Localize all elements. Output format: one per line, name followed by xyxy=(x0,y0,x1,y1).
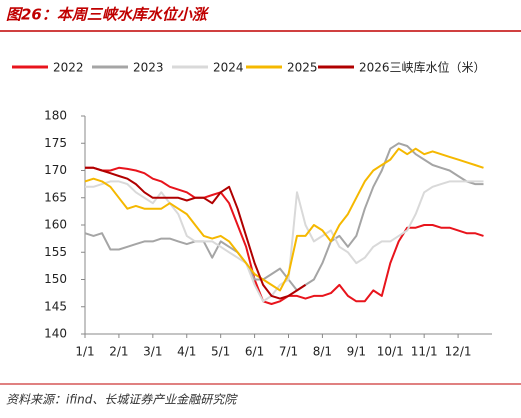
x-tick-label: 8/1 xyxy=(313,345,332,359)
series-line xyxy=(84,142,484,292)
y-tick-label: 180 xyxy=(44,109,67,123)
legend-label: 2022 xyxy=(53,61,84,75)
y-tick-label: 165 xyxy=(44,190,67,204)
legend-label: 2025 xyxy=(287,61,318,75)
x-tick-label: 5/1 xyxy=(211,345,230,359)
y-tick-label: 175 xyxy=(44,136,67,150)
y-tick-label: 155 xyxy=(44,245,67,259)
legend-label: 2026三峡库水位（米） xyxy=(359,60,486,75)
x-tick-label: 1/1 xyxy=(75,345,94,359)
x-tick-label: 3/1 xyxy=(143,345,162,359)
series-line xyxy=(85,166,307,300)
legend-label: 2023 xyxy=(133,61,164,75)
legend-label: 2024 xyxy=(213,61,244,75)
x-tick-label: 4/1 xyxy=(177,345,196,359)
y-tick-label: 145 xyxy=(44,299,67,313)
x-tick-label: 9/1 xyxy=(347,345,366,359)
series-line xyxy=(84,147,484,292)
x-tick-label: 6/1 xyxy=(245,345,264,359)
x-tick-label: 2/1 xyxy=(109,345,128,359)
y-tick-label: 150 xyxy=(44,272,67,286)
series-line xyxy=(85,166,484,305)
source: 资料来源：ifind、长城证券产业金融研究院 xyxy=(6,393,238,407)
x-tick-label: 10/1 xyxy=(377,345,404,359)
y-tick-label: 160 xyxy=(44,218,67,232)
x-tick-label: 12/1 xyxy=(445,345,472,359)
chart-title: 图26：本周三峡水库水位小涨 xyxy=(6,6,210,24)
y-tick-label: 170 xyxy=(44,163,67,177)
y-tick-label: 140 xyxy=(44,327,67,341)
x-tick-label: 7/1 xyxy=(279,345,298,359)
x-tick-label: 11/1 xyxy=(411,345,438,359)
